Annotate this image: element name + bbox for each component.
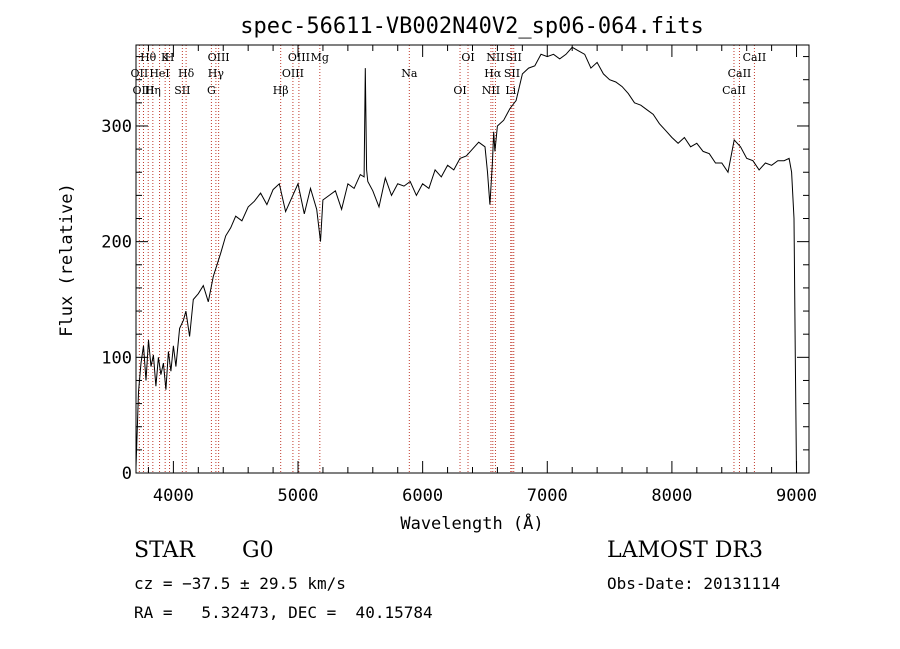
y-tick-label-3: 300	[101, 117, 132, 137]
object-class: STAR	[134, 538, 195, 563]
line-label-6: H	[165, 51, 175, 64]
x-tick-label-2: 6000	[402, 486, 443, 506]
line-label-17: OI	[453, 84, 466, 97]
coordinates: RA = 5.32473, DEC = 40.15784	[134, 603, 433, 622]
line-label-5: Hη	[145, 84, 161, 97]
line-label-2: OIII	[132, 84, 154, 97]
line-label-8: SII	[174, 84, 190, 97]
spectrum-line	[135, 46, 797, 474]
line-markers	[138, 45, 755, 473]
line-label-1: OII	[131, 67, 149, 80]
line-label-4: HeI	[149, 67, 169, 80]
line-label-16: Na	[401, 67, 418, 80]
line-label-7: Hδ	[178, 67, 195, 80]
line-label-9: OIII	[208, 51, 230, 64]
line-label-20: NII	[482, 84, 500, 97]
line-label-13: OIII	[282, 67, 304, 80]
plot-frame	[135, 44, 810, 474]
y-tick-label-2: 200	[101, 233, 132, 253]
line-label-25: CaII	[728, 67, 752, 80]
line-label-24: SII	[506, 51, 522, 64]
x-axis-label: Wavelength (Å)	[400, 512, 543, 534]
survey-name: LAMOST DR3	[607, 538, 763, 563]
line-label-3: K	[161, 51, 170, 64]
line-label-22: SII	[504, 67, 520, 80]
line-label-18: OI	[461, 51, 474, 64]
line-label-21: NII	[486, 51, 504, 64]
chart-title: spec-56611-VB002N40V2_sp06-064.fits	[240, 14, 704, 39]
line-label-26: CaII	[722, 84, 746, 97]
line-label-0: Hθ	[140, 51, 157, 64]
x-tick-label-0: 4000	[153, 486, 194, 506]
axes: 4000 5000 6000 7000 8000 9000 0 100 200 300	[101, 45, 817, 506]
line-labels: Hθ OII OIII K HeI Hη HHδ SII OIII Hγ G OIII OIII Hβ Mg…	[131, 51, 767, 97]
line-label-11: G	[207, 84, 216, 97]
y-axis-label: Flux (relative)	[57, 183, 77, 337]
x-tick-label-5: 9000	[776, 486, 817, 506]
line-label-27: CaII	[743, 51, 767, 64]
redshift-velocity: cz = −37.5 ± 29.5 km/s	[134, 574, 346, 593]
x-tick-label-3: 7000	[527, 486, 568, 506]
line-label-23: Li	[505, 84, 516, 97]
x-tick-label-1: 5000	[278, 486, 319, 506]
line-label-15: Mg	[311, 51, 329, 64]
line-label-19: Hα	[484, 67, 502, 80]
object-subclass: G0	[242, 538, 274, 563]
x-tick-label-4: 8000	[651, 486, 692, 506]
line-label-12: OIII	[288, 51, 310, 64]
line-label-10: Hγ	[208, 67, 225, 80]
line-label-14: Hβ	[273, 84, 289, 97]
y-tick-label-0: 0	[122, 464, 132, 484]
y-tick-label-1: 100	[101, 348, 132, 368]
observation-date: Obs-Date: 20131114	[607, 574, 781, 593]
